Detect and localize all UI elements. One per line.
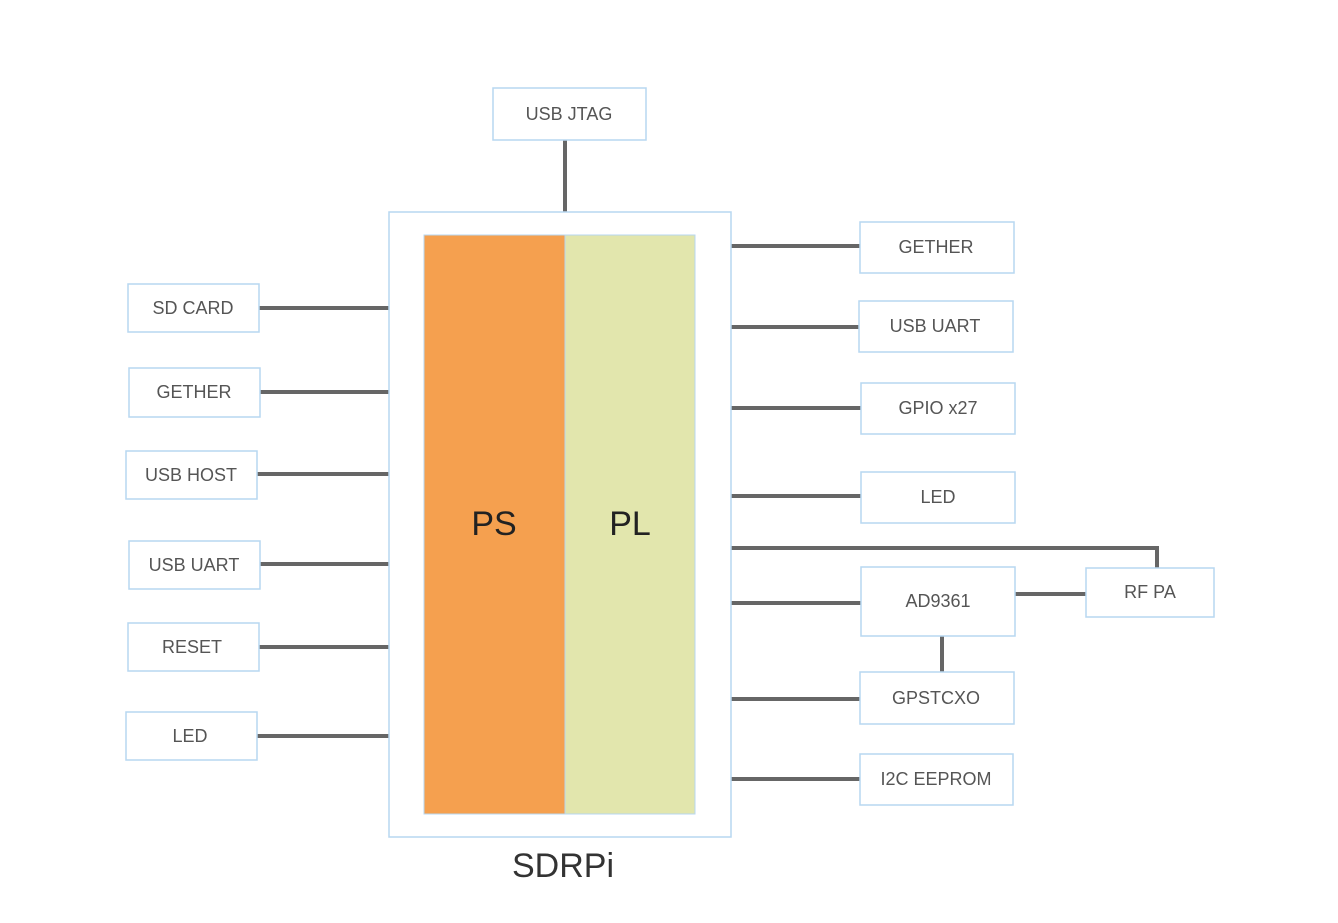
wire-rf-pa [731,546,1159,568]
block-reset-label: RESET [162,637,222,657]
sdrpi-board: PS PL SDRPi [388,211,732,885]
board-title: SDRPi [512,847,614,885]
connections [257,140,1159,781]
block-right-usb-uart-label: USB UART [890,316,981,336]
block-right-led-label: LED [920,487,955,507]
block-usb-host-label: USB HOST [145,465,237,485]
block-usb-host: USB HOST [125,450,258,500]
block-i2c-eeprom: I2C EEPROM [859,753,1014,806]
block-right-usb-uart: USB UART [858,300,1014,353]
block-ad9361-label: AD9361 [905,591,970,611]
block-gpio: GPIO x27 [860,382,1016,435]
block-reset: RESET [127,622,260,672]
block-left-gether-label: GETHER [156,382,231,402]
ps-block [423,234,566,815]
block-gpio-label: GPIO x27 [898,398,977,418]
block-usb-jtag: USB JTAG [492,87,647,141]
block-rf-pa: RF PA [1085,567,1215,618]
block-left-gether: GETHER [128,367,261,418]
block-i2c-eeprom-label: I2C EEPROM [880,769,991,789]
block-left-led: LED [125,711,258,761]
ps-label: PS [471,505,516,543]
block-right-gether-label: GETHER [898,237,973,257]
block-gpstcxo: GPSTCXO [859,671,1015,725]
block-left-usb-uart: USB UART [128,540,261,590]
block-left-usb-uart-label: USB UART [149,555,240,575]
block-usb-jtag-label: USB JTAG [526,104,613,124]
block-right-gether: GETHER [859,221,1015,274]
block-rf-pa-label: RF PA [1124,582,1176,602]
block-left-led-label: LED [172,726,207,746]
block-right-led: LED [860,471,1016,524]
block-sd-card-label: SD CARD [152,298,233,318]
pl-label: PL [609,505,651,543]
block-sd-card: SD CARD [127,283,260,333]
pl-block [564,234,696,815]
block-gpstcxo-label: GPSTCXO [892,688,980,708]
block-ad9361: AD9361 [860,566,1016,637]
